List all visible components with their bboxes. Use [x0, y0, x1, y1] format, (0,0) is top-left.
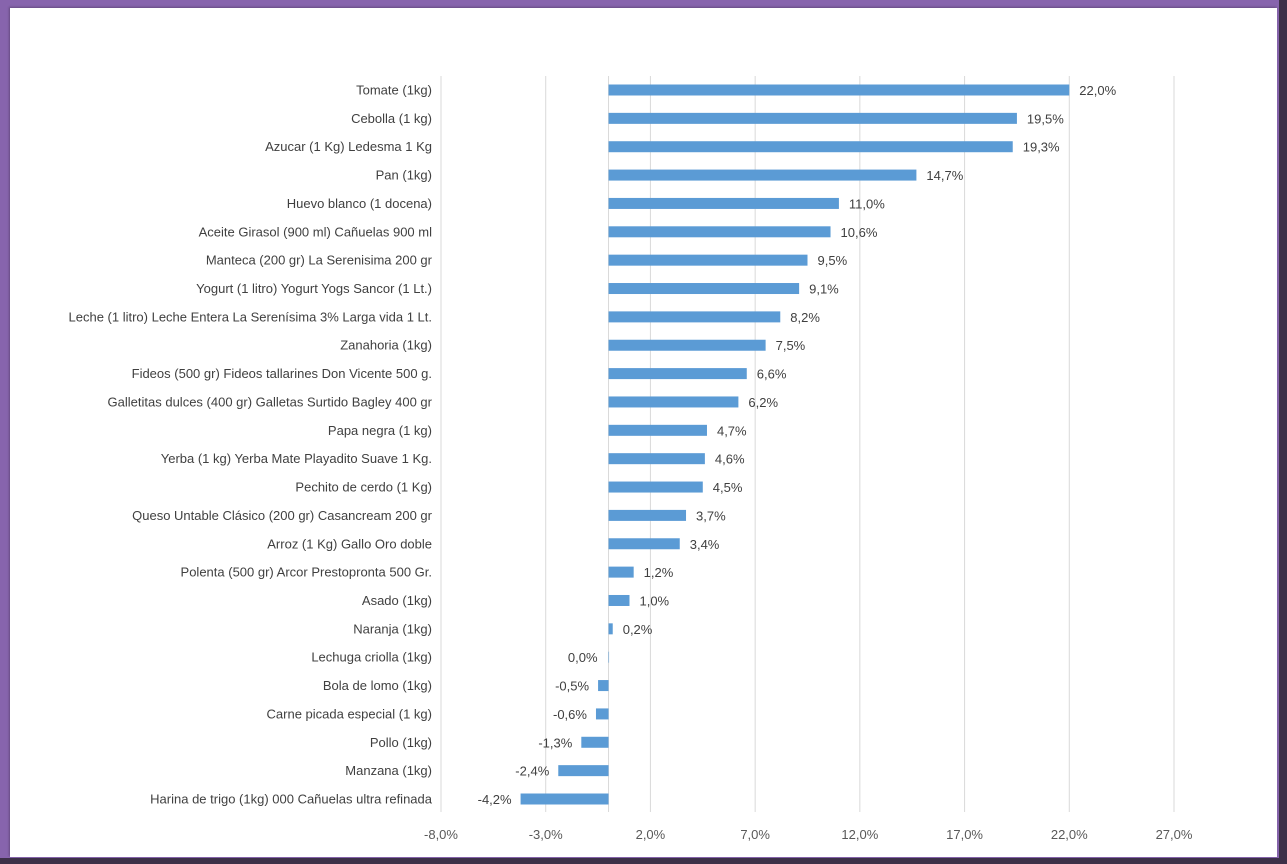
- data-label: 0,0%: [568, 650, 598, 665]
- bar: [608, 311, 781, 323]
- category-label: Leche (1 litro) Leche Entera La Serenísi…: [69, 309, 433, 324]
- data-label: 3,4%: [690, 537, 720, 552]
- category-label: Huevo blanco (1 docena): [287, 196, 432, 211]
- data-label: -2,4%: [515, 764, 549, 779]
- category-label: Galletitas dulces (400 gr) Galletas Surt…: [108, 394, 433, 409]
- data-label: -0,6%: [553, 707, 587, 722]
- data-label: 0,2%: [623, 622, 653, 637]
- category-label: Queso Untable Clásico (200 gr) Casancrea…: [132, 508, 433, 523]
- bar: [608, 283, 800, 295]
- category-label: Yerba (1 kg) Yerba Mate Playadito Suave …: [161, 451, 432, 466]
- bar: [595, 708, 609, 720]
- x-tick-label: 7,0%: [740, 827, 770, 842]
- data-label: 4,6%: [715, 452, 745, 467]
- bar: [608, 538, 680, 550]
- data-label: 19,5%: [1027, 111, 1064, 126]
- x-tick-label: 2,0%: [636, 827, 666, 842]
- x-tick-label: -8,0%: [424, 827, 458, 842]
- bar: [558, 765, 609, 777]
- category-label: Bola de lomo (1kg): [323, 678, 432, 693]
- category-label: Yogurt (1 litro) Yogurt Yogs Sancor (1 L…: [196, 281, 432, 296]
- data-label: 6,6%: [757, 367, 787, 382]
- data-label: -4,2%: [478, 792, 512, 807]
- bar: [581, 736, 609, 748]
- data-label: 6,2%: [748, 395, 778, 410]
- bar: [608, 623, 613, 635]
- data-label: 8,2%: [790, 310, 820, 325]
- data-label: 4,5%: [713, 480, 743, 495]
- category-label: Manzana (1kg): [345, 763, 432, 778]
- bar: [608, 424, 707, 436]
- data-label: 3,7%: [696, 508, 726, 523]
- category-label: Pechito de cerdo (1 Kg): [295, 480, 432, 495]
- bar: [608, 481, 703, 493]
- category-label: Asado (1kg): [362, 593, 432, 608]
- category-label: Pollo (1kg): [370, 735, 432, 750]
- bar: [520, 793, 609, 805]
- bar: [608, 396, 739, 408]
- category-label: Manteca (200 gr) La Serenisima 200 gr: [206, 253, 433, 268]
- data-label: 1,0%: [639, 593, 669, 608]
- category-label: Polenta (500 gr) Arcor Prestopronta 500 …: [181, 565, 432, 580]
- category-label: Lechuga criolla (1kg): [311, 650, 432, 665]
- bar: [608, 254, 808, 266]
- data-label: 11,0%: [849, 196, 885, 211]
- category-label: Pan (1kg): [376, 168, 432, 183]
- bar: [608, 453, 705, 465]
- bar: [608, 651, 610, 663]
- bar: [608, 141, 1013, 153]
- x-tick-label: 17,0%: [946, 827, 983, 842]
- x-tick-label: 22,0%: [1051, 827, 1088, 842]
- data-label: 22,0%: [1079, 83, 1116, 98]
- x-tick-label: 12,0%: [841, 827, 878, 842]
- data-label: -0,5%: [555, 679, 589, 694]
- data-label: 19,3%: [1023, 140, 1060, 155]
- category-label: Papa negra (1 kg): [328, 423, 432, 438]
- data-label: 10,6%: [841, 225, 878, 240]
- bar: [608, 84, 1070, 96]
- bar: [608, 197, 839, 209]
- bar: [608, 594, 630, 606]
- data-label: 9,1%: [809, 282, 839, 297]
- category-label: Zanahoria (1kg): [340, 338, 432, 353]
- category-label: Naranja (1kg): [353, 621, 432, 636]
- bar: [608, 169, 917, 181]
- data-label: 14,7%: [926, 168, 963, 183]
- data-label: 4,7%: [717, 423, 747, 438]
- data-label: 1,2%: [644, 565, 674, 580]
- category-label: Carne picada especial (1 kg): [267, 706, 432, 721]
- x-tick-label: -3,0%: [529, 827, 563, 842]
- category-label: Aceite Girasol (900 ml) Cañuelas 900 ml: [199, 224, 432, 239]
- bar: [598, 680, 609, 692]
- bar: [608, 339, 766, 351]
- category-label: Arroz (1 Kg) Gallo Oro doble: [267, 536, 432, 551]
- bar: [608, 112, 1017, 124]
- bar: [608, 368, 747, 380]
- x-tick-label: 27,0%: [1156, 827, 1193, 842]
- category-label: Fideos (500 gr) Fideos tallarines Don Vi…: [132, 366, 432, 381]
- category-label: Harina de trigo (1kg) 000 Cañuelas ultra…: [150, 792, 433, 807]
- data-label: -1,3%: [538, 735, 572, 750]
- data-label: 7,5%: [776, 338, 806, 353]
- bar: [608, 566, 634, 578]
- category-label: Tomate (1kg): [356, 83, 432, 98]
- category-label: Azucar (1 Kg) Ledesma 1 Kg: [265, 139, 432, 154]
- category-label: Cebolla (1 kg): [351, 111, 432, 126]
- data-label: 9,5%: [818, 253, 848, 268]
- bar: [608, 509, 687, 521]
- bar: [608, 226, 831, 238]
